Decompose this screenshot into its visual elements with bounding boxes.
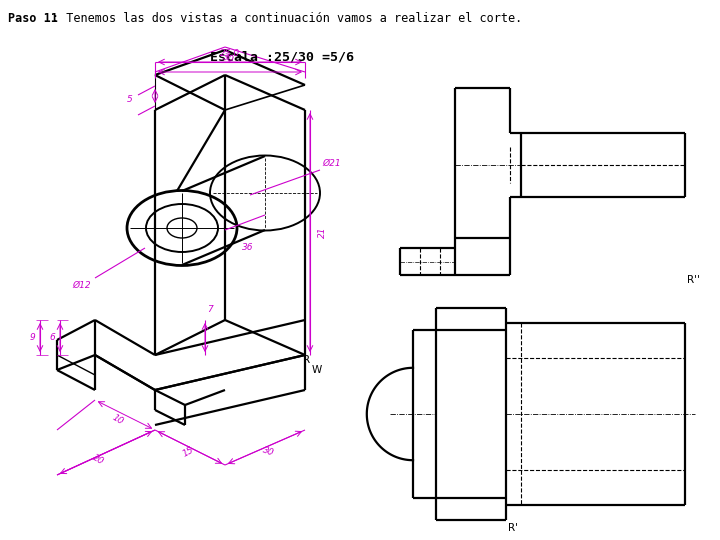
Text: 21: 21 xyxy=(318,226,327,238)
Text: Ø21: Ø21 xyxy=(322,159,341,168)
Text: 5: 5 xyxy=(127,96,133,105)
Text: 6: 6 xyxy=(49,333,55,341)
Text: 36: 36 xyxy=(242,244,253,253)
Text: 30: 30 xyxy=(261,446,275,458)
Text: Ø12: Ø12 xyxy=(72,280,91,289)
Text: 7: 7 xyxy=(207,306,213,314)
Text: Escala :25/30 =5/6: Escala :25/30 =5/6 xyxy=(210,50,354,63)
Text: 9: 9 xyxy=(29,333,35,341)
Text: 20: 20 xyxy=(91,453,105,467)
Text: 15: 15 xyxy=(181,445,195,459)
Text: W: W xyxy=(312,365,323,375)
Text: R: R xyxy=(303,355,310,365)
Text: 30: 30 xyxy=(221,52,235,65)
Text: 25.0: 25.0 xyxy=(220,49,240,58)
Text: Paso 11: Paso 11 xyxy=(8,12,58,25)
Text: 10: 10 xyxy=(111,413,125,427)
Text: R': R' xyxy=(508,523,518,533)
Text: R'': R'' xyxy=(687,275,700,285)
Text: : Tenemos las dos vistas a continuación vamos a realizar el corte.: : Tenemos las dos vistas a continuación … xyxy=(52,12,522,25)
